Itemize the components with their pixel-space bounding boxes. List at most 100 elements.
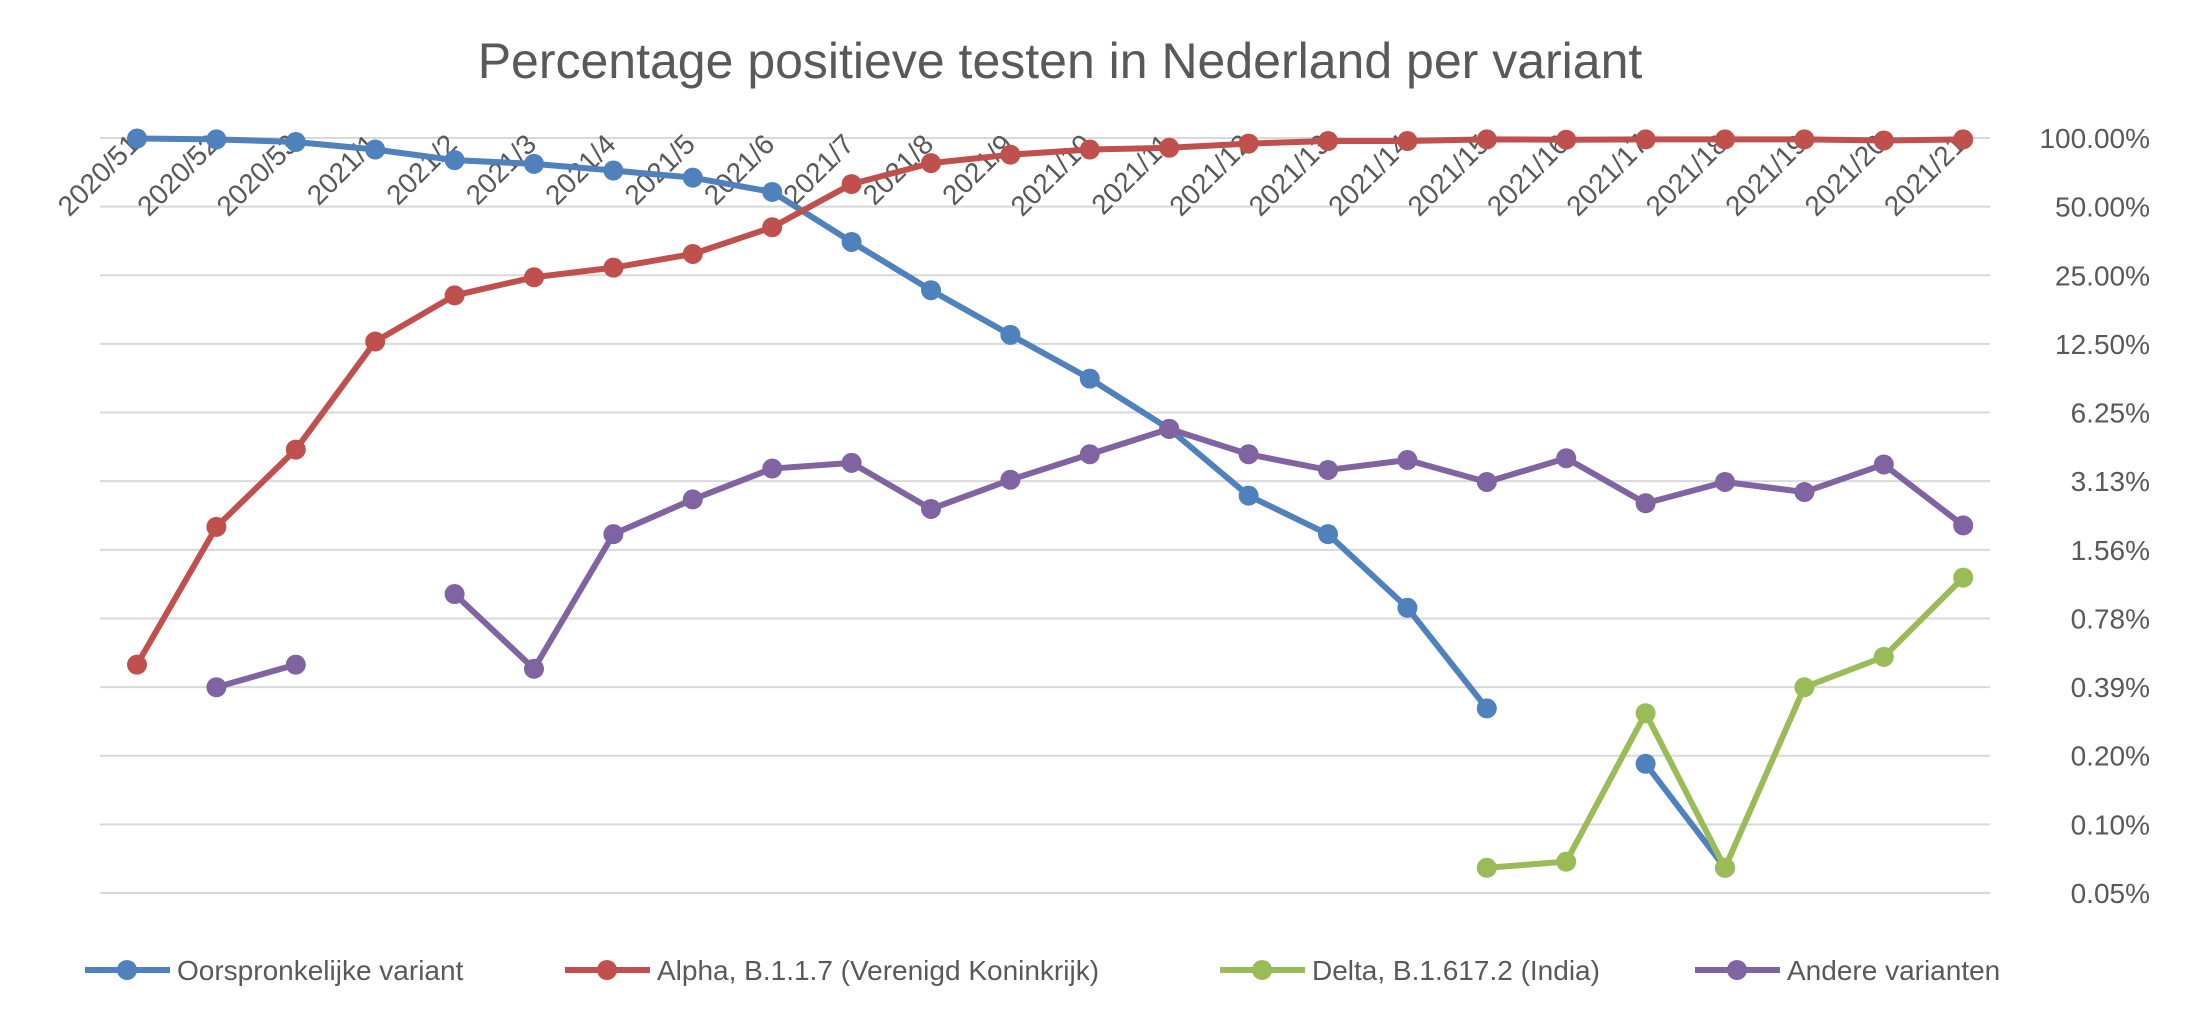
data-point — [285, 132, 306, 153]
data-point — [444, 285, 465, 306]
y-tick-label: 0.10% — [2071, 809, 2150, 840]
data-point — [1953, 567, 1974, 588]
data-point — [841, 174, 862, 195]
chart-title: Percentage positieve testen in Nederland… — [478, 33, 1643, 89]
legend-label: Delta, B.1.617.2 (India) — [1312, 955, 1600, 986]
data-point — [1953, 129, 1974, 150]
data-point — [1476, 857, 1497, 878]
series-line — [136, 135, 1490, 711]
data-point — [1159, 418, 1180, 439]
data-point — [603, 524, 624, 545]
data-point — [1397, 131, 1418, 152]
data-point — [1715, 129, 1735, 150]
data-point — [1318, 524, 1338, 545]
y-tick-label: 12.50% — [2055, 329, 2150, 360]
data-point — [1476, 698, 1497, 719]
data-point — [206, 677, 227, 698]
data-point — [524, 658, 544, 679]
data-point — [1318, 459, 1338, 480]
data-point — [1476, 471, 1497, 492]
data-point — [1556, 851, 1577, 872]
y-tick-label: 50.00% — [2055, 192, 2150, 223]
data-point — [1635, 129, 1656, 150]
legend-label: Andere varianten — [1787, 955, 2000, 986]
data-point — [762, 217, 783, 238]
data-point — [365, 139, 386, 160]
data-point — [206, 516, 227, 537]
y-tick-label: 25.00% — [2055, 260, 2150, 291]
series-line — [1643, 761, 1728, 870]
legend-marker — [1252, 960, 1272, 980]
data-point — [1238, 444, 1259, 465]
series-3 — [206, 418, 1974, 698]
legend-label: Oorspronkelijke variant — [177, 955, 464, 986]
data-point — [1000, 469, 1021, 490]
data-point — [1953, 515, 1974, 536]
data-point — [1079, 139, 1100, 160]
data-point — [1000, 324, 1021, 345]
x-tick-label: 2021/7 — [777, 128, 859, 210]
data-point — [285, 439, 306, 460]
legend-item: Delta, B.1.617.2 (India) — [1220, 955, 1600, 986]
data-point — [127, 654, 147, 675]
data-point — [444, 150, 465, 171]
legend-item: Oorspronkelijke variant — [85, 955, 464, 986]
data-point — [1159, 137, 1180, 158]
data-point — [1397, 450, 1418, 471]
y-tick-label: 0.78% — [2071, 603, 2150, 634]
data-point — [762, 181, 783, 202]
data-point — [1079, 368, 1100, 389]
data-point — [921, 153, 941, 174]
data-point — [1794, 482, 1815, 503]
data-point — [603, 160, 624, 181]
legend-marker — [1727, 960, 1747, 980]
data-point — [285, 654, 306, 675]
data-point — [1318, 131, 1338, 152]
series-1 — [127, 129, 1974, 675]
legend-item: Andere varianten — [1695, 955, 2000, 986]
data-point — [1873, 646, 1894, 667]
y-tick-label: 3.13% — [2071, 466, 2150, 497]
data-point — [921, 498, 941, 519]
data-point — [762, 458, 783, 479]
legend-marker — [597, 960, 617, 980]
data-point — [1476, 129, 1497, 150]
data-point — [682, 243, 703, 264]
data-point — [1238, 485, 1259, 506]
data-point — [1556, 129, 1577, 150]
data-point — [841, 231, 862, 252]
data-point — [682, 489, 703, 510]
data-point — [603, 257, 624, 278]
data-point — [524, 153, 544, 174]
series-line — [452, 425, 1966, 672]
y-tick-label: 0.20% — [2071, 741, 2150, 772]
data-point — [206, 129, 227, 150]
data-point — [1873, 130, 1894, 151]
data-point — [127, 128, 147, 149]
y-tick-label: 0.05% — [2071, 878, 2150, 909]
data-point — [1238, 133, 1259, 154]
data-point — [841, 452, 862, 473]
x-tick-label: 2021/2 — [380, 128, 462, 210]
legend-marker — [117, 960, 137, 980]
data-point — [1635, 703, 1656, 724]
data-point — [1794, 677, 1815, 698]
data-point — [1715, 471, 1735, 492]
y-tick-label: 100.00% — [2039, 123, 2150, 154]
legend-item: Alpha, B.1.1.7 (Verenigd Koninkrijk) — [565, 955, 1099, 986]
data-point — [1635, 753, 1656, 774]
data-point — [1556, 448, 1577, 469]
data-point — [682, 167, 703, 188]
legend-label: Alpha, B.1.1.7 (Verenigd Koninkrijk) — [657, 955, 1099, 986]
y-tick-label: 1.56% — [2071, 535, 2150, 566]
data-point — [1715, 857, 1735, 878]
series-line — [134, 136, 1964, 667]
series-2 — [1476, 567, 1974, 878]
data-point — [921, 280, 941, 301]
data-point — [1635, 493, 1656, 514]
y-tick-label: 0.39% — [2071, 672, 2150, 703]
data-point — [1000, 144, 1021, 165]
series-line — [215, 661, 297, 691]
data-point — [1794, 129, 1815, 150]
